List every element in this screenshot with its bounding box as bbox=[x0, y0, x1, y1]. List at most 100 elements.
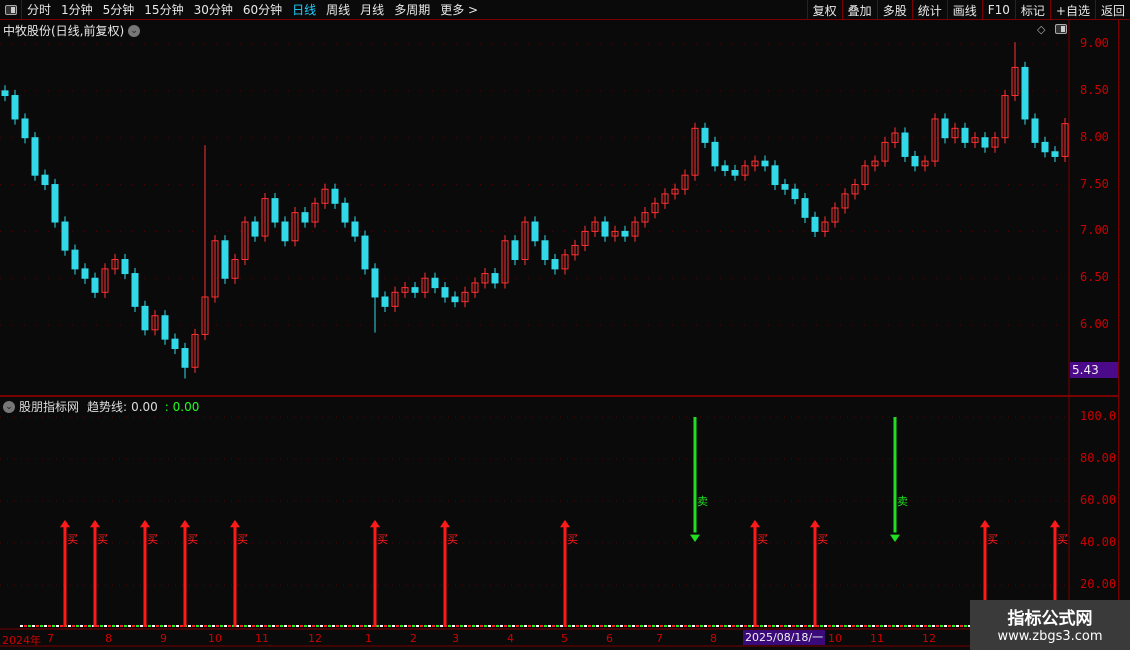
trend-line-dot bbox=[496, 625, 499, 627]
x-tick: 10 bbox=[828, 632, 842, 645]
candle-body bbox=[971, 137, 979, 143]
period-tab[interactable]: 30分钟 bbox=[193, 3, 233, 17]
signal-label: 买 bbox=[67, 533, 78, 546]
candle-body bbox=[61, 221, 69, 251]
toolbar-button[interactable]: 标记 bbox=[1014, 0, 1050, 20]
candle-body bbox=[961, 127, 969, 143]
period-tab[interactable]: 月线 bbox=[360, 3, 385, 17]
trend-line-dot bbox=[280, 625, 283, 627]
chevron-down-icon[interactable]: ⌄ bbox=[128, 24, 141, 37]
period-tab[interactable]: 日线 bbox=[292, 3, 317, 17]
trend-line-dot bbox=[132, 625, 135, 627]
trend-line-dot bbox=[808, 625, 811, 627]
buy-arrow-icon bbox=[140, 519, 150, 528]
candle-body bbox=[181, 348, 189, 368]
trend-line-dot bbox=[864, 625, 867, 627]
toolbar-button[interactable]: 复权 bbox=[806, 0, 842, 20]
trend-line-dot bbox=[968, 625, 971, 627]
trend-line-dot bbox=[248, 625, 251, 627]
trend-line-dot bbox=[96, 625, 99, 627]
period-tab[interactable]: 1分钟 bbox=[61, 3, 93, 17]
chevron-down-icon[interactable]: ⌄ bbox=[3, 400, 15, 413]
trend-line-dot bbox=[156, 625, 159, 627]
trend-line-dot bbox=[580, 625, 583, 627]
trend-line-dot bbox=[616, 625, 619, 627]
trend-line-dot bbox=[104, 625, 107, 627]
toolbar-button[interactable]: +自选 bbox=[1049, 0, 1095, 20]
trend-line-dot bbox=[44, 625, 47, 627]
trend-line-dot bbox=[780, 625, 783, 627]
candle-body bbox=[581, 230, 589, 246]
trend-line-dot bbox=[740, 625, 743, 627]
trend-line-dot bbox=[380, 625, 383, 627]
x-tick: 11 bbox=[255, 632, 269, 645]
x-tick: 7 bbox=[656, 632, 663, 645]
period-tab[interactable]: 分时 bbox=[27, 3, 52, 17]
panel-toggle-icon[interactable] bbox=[1055, 24, 1067, 34]
candle-body bbox=[521, 221, 529, 261]
candle-body bbox=[1021, 66, 1029, 120]
candle-body bbox=[161, 315, 169, 340]
candle-body bbox=[531, 221, 539, 242]
signal-label: 买 bbox=[757, 533, 768, 546]
trend-line-dot bbox=[348, 625, 351, 627]
period-tab[interactable]: 15分钟 bbox=[144, 3, 184, 17]
trend-line-dot bbox=[880, 625, 883, 627]
candle-body bbox=[101, 268, 109, 293]
trend-line-dot bbox=[576, 625, 579, 627]
period-tab[interactable]: 60分钟 bbox=[242, 3, 283, 17]
toolbar-button[interactable]: F10 bbox=[981, 0, 1015, 20]
trend-line-dot bbox=[776, 625, 779, 627]
period-tab[interactable]: 周线 bbox=[326, 3, 351, 17]
period-tab[interactable]: 更多 > bbox=[440, 3, 479, 17]
trend-line-dot bbox=[288, 625, 291, 627]
candle-body bbox=[811, 216, 819, 232]
trend-line-dot bbox=[40, 625, 43, 627]
watermark-url: www.zbgs3.com bbox=[997, 629, 1103, 644]
candle-body bbox=[1051, 151, 1059, 157]
trend-line-dot bbox=[136, 625, 139, 627]
candle-body bbox=[301, 212, 309, 223]
trend-line-dot bbox=[748, 625, 751, 627]
period-tab[interactable]: 多周期 bbox=[394, 3, 431, 17]
candle-body bbox=[1061, 123, 1069, 157]
trend-line-dot bbox=[120, 625, 123, 627]
candle-body bbox=[571, 244, 579, 256]
candle-body bbox=[991, 137, 999, 148]
period-tab[interactable]: 5分钟 bbox=[102, 3, 135, 17]
signal-label: 买 bbox=[147, 533, 158, 546]
candle-body bbox=[641, 212, 649, 223]
toolbar-button[interactable]: 多股 bbox=[876, 0, 912, 20]
signal-label: 卖 bbox=[697, 495, 708, 508]
price-tick: 6.00 bbox=[1080, 317, 1109, 332]
toolbar-button[interactable]: 叠加 bbox=[841, 0, 877, 20]
trend-line-dot bbox=[108, 625, 111, 627]
candle-body bbox=[711, 141, 719, 167]
panel-toggle-button[interactable] bbox=[0, 0, 22, 20]
trend-line-dot bbox=[612, 625, 615, 627]
candle-body bbox=[151, 315, 159, 331]
trend-line-dot bbox=[356, 625, 359, 627]
toolbar-button[interactable]: 统计 bbox=[911, 0, 947, 20]
diamond-icon[interactable]: ◇ bbox=[1037, 23, 1046, 36]
candle-body bbox=[591, 221, 599, 232]
trend-line-dot bbox=[588, 625, 591, 627]
toolbar-button[interactable]: 画线 bbox=[946, 0, 982, 20]
trend-line-dot bbox=[388, 625, 391, 627]
candle-body bbox=[21, 118, 29, 139]
candle-body bbox=[611, 230, 619, 237]
trend-line-dot bbox=[584, 625, 587, 627]
x-tick: 1 bbox=[365, 632, 372, 645]
candle-body bbox=[831, 207, 839, 223]
trend-line-dot bbox=[572, 625, 575, 627]
stock-title: 中牧股份(日线,前复权) bbox=[3, 24, 125, 38]
trend-line-dot bbox=[300, 625, 303, 627]
buy-arrow-icon bbox=[230, 519, 240, 528]
trend-line-dot bbox=[852, 625, 855, 627]
trend-line-dot bbox=[836, 625, 839, 627]
buy-arrow-icon bbox=[560, 519, 570, 528]
toolbar-button[interactable]: 返回 bbox=[1094, 0, 1130, 20]
trend-line-dot bbox=[192, 625, 195, 627]
signal-label: 买 bbox=[987, 533, 998, 546]
